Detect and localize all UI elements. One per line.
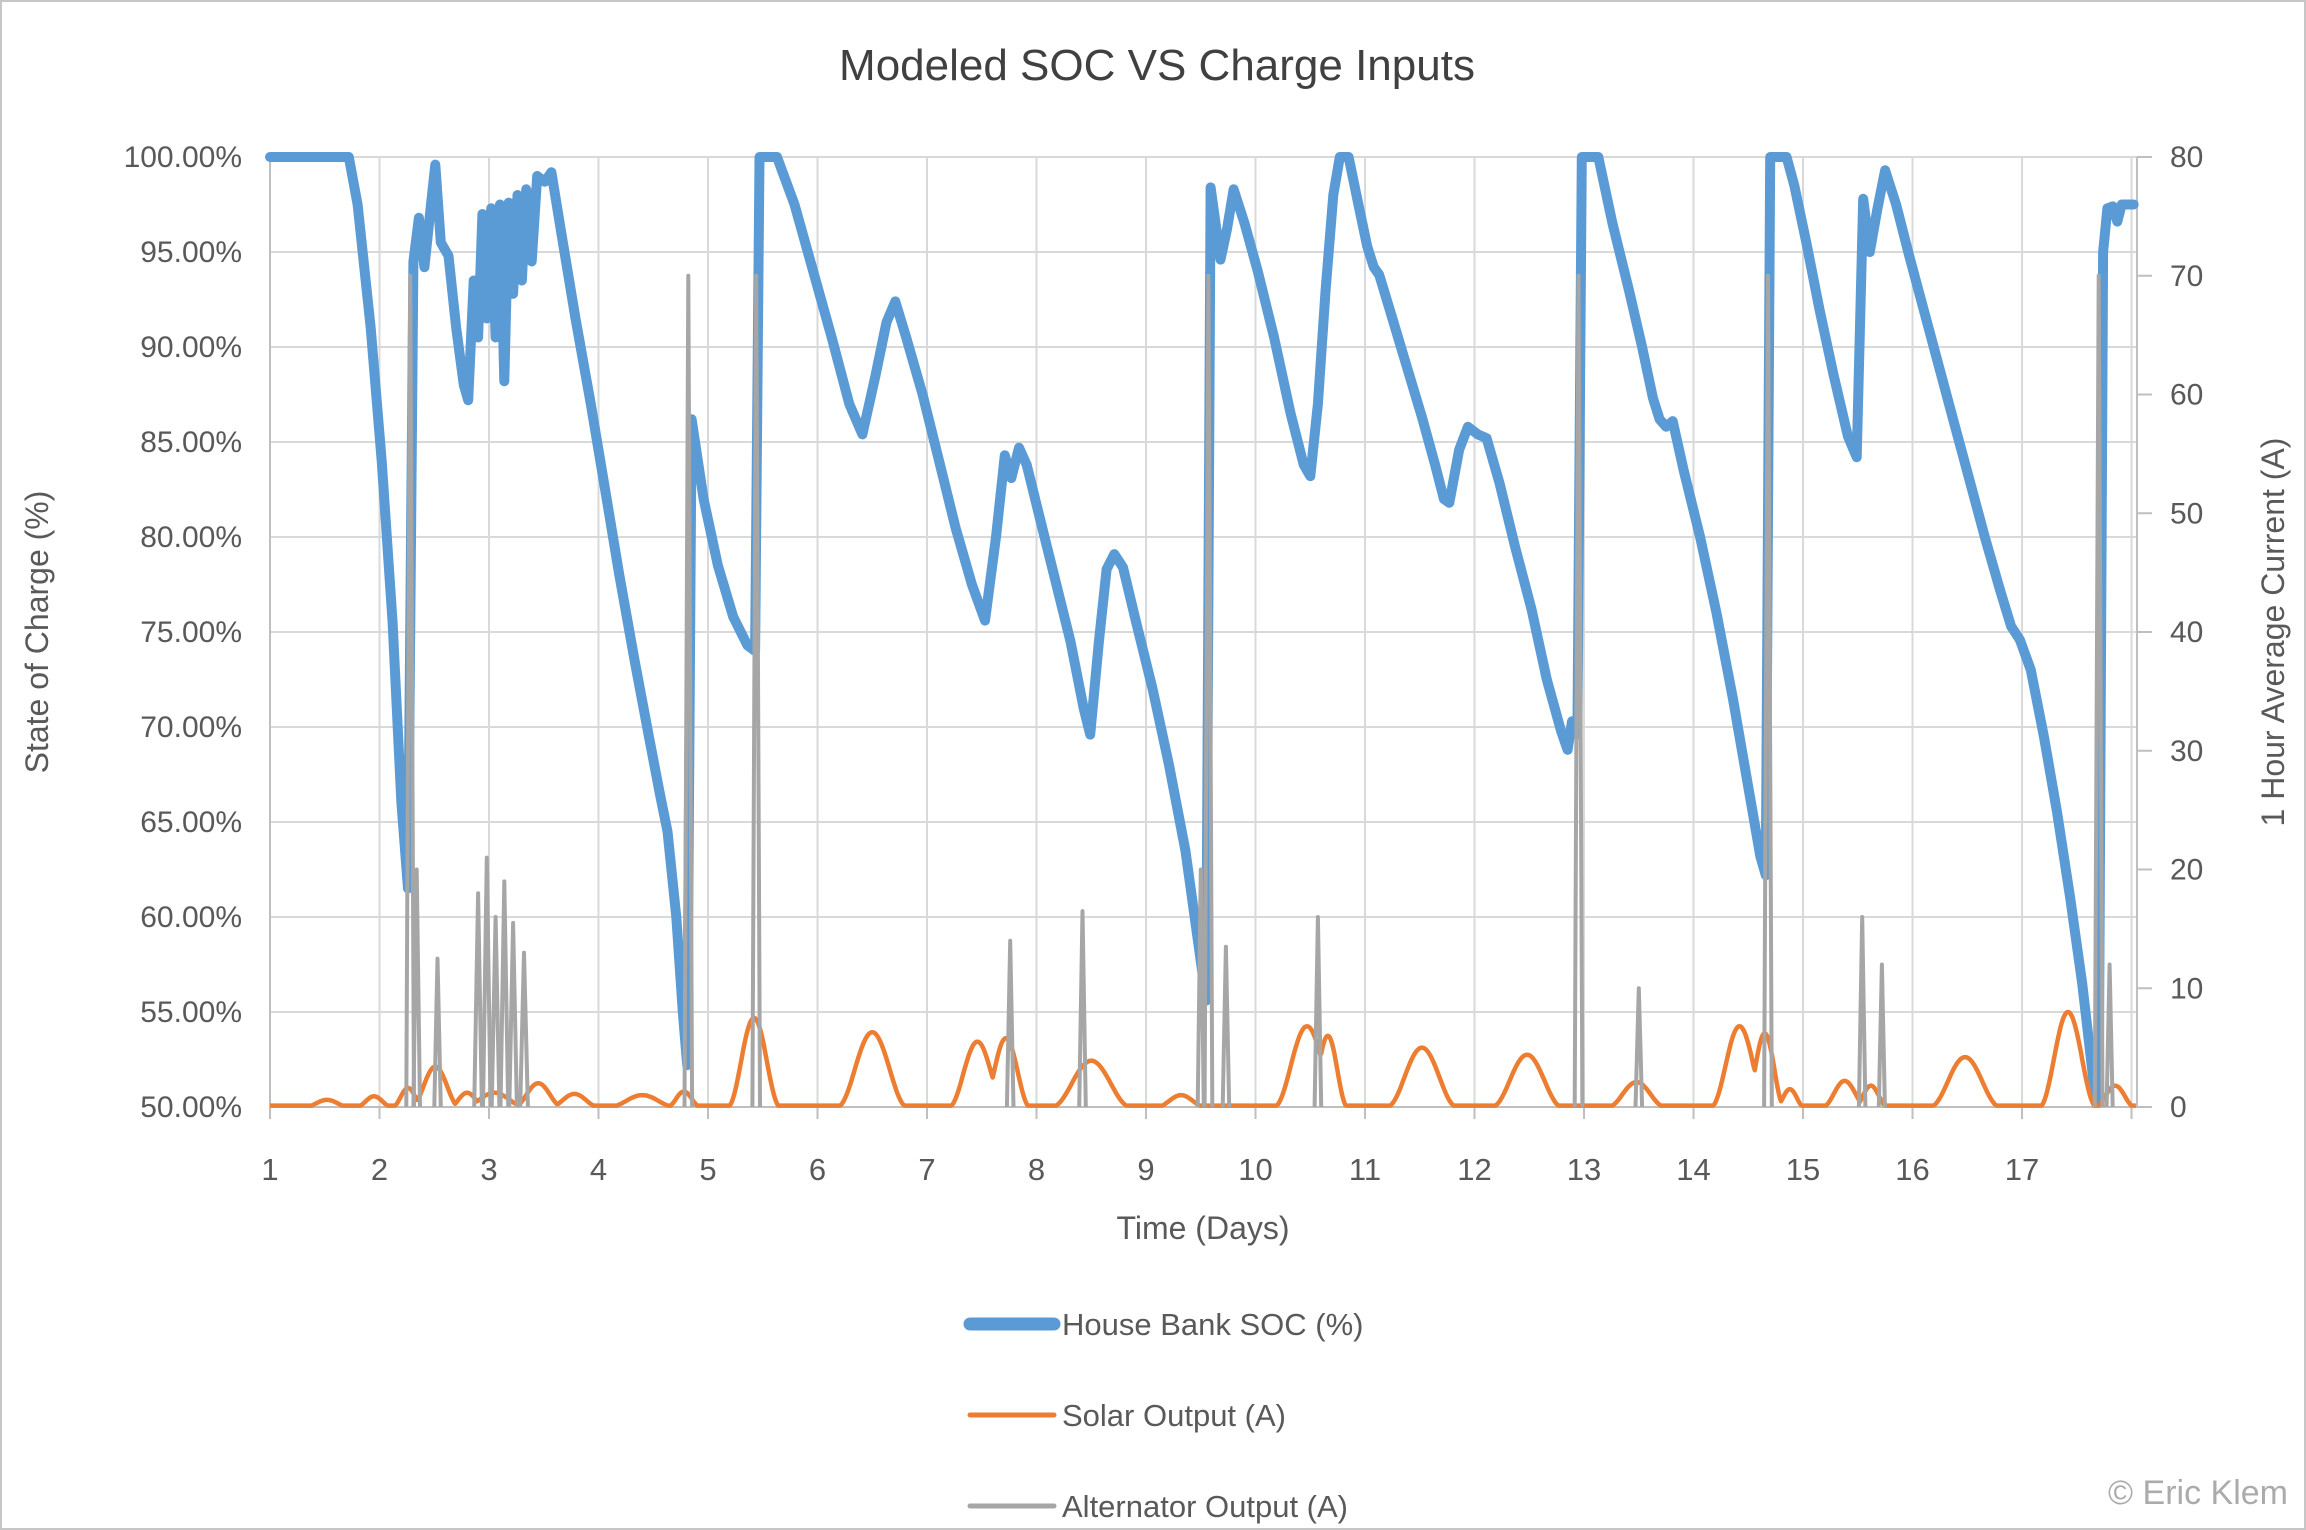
left-axis-title: State of Charge (%) [19, 491, 55, 774]
alternator-output-spike [498, 879, 511, 1108]
alternator-output-spike [1077, 909, 1088, 1108]
legend-label: Alternator Output (A) [1062, 1489, 1348, 1524]
right-axis-tick-label: 70 [2170, 260, 2203, 293]
x-axis-tick-label: 12 [1457, 1152, 1491, 1187]
left-axis-tick-label: 100.00% [124, 141, 242, 174]
right-axis-tick-label: 0 [2170, 1091, 2187, 1124]
x-axis-tick-label: 11 [1349, 1152, 1381, 1187]
right-axis-tick-label: 10 [2170, 972, 2203, 1005]
x-axis-tick-label: 1 [261, 1152, 278, 1187]
right-axis-title: 1 Hour Average Current (A) [2255, 438, 2291, 827]
alternator-output-spike [1202, 273, 1215, 1108]
alternator-output-spike [472, 891, 484, 1108]
alternator-output-spike [1195, 867, 1206, 1108]
right-axis-tick-label: 20 [2170, 854, 2203, 887]
legend-label: Solar Output (A) [1062, 1398, 1286, 1433]
alternator-output-spike [1876, 962, 1887, 1108]
x-axis-tick-label: 17 [2005, 1152, 2039, 1187]
alternator-output-spike [1004, 938, 1016, 1108]
x-axis-tick-label: 5 [699, 1152, 716, 1187]
right-axis-tick-label: 30 [2170, 735, 2203, 768]
alternator-output-spike [682, 273, 695, 1108]
x-axis-tick-label: 13 [1567, 1152, 1601, 1187]
left-axis-tick-label: 80.00% [140, 521, 242, 554]
left-axis-tick-label: 85.00% [140, 426, 242, 459]
alternator-output-spike [432, 956, 443, 1108]
right-axis-tick-label: 50 [2170, 497, 2203, 530]
x-axis-tick-label: 9 [1137, 1152, 1154, 1187]
alternator-output-spike [507, 920, 519, 1108]
x-axis-tick-label: 4 [590, 1152, 607, 1187]
alternator-output-spike [481, 855, 493, 1108]
x-axis-tick-label: 7 [918, 1152, 935, 1187]
gridlines [270, 156, 2137, 1108]
x-axis-title: Time (Days) [1116, 1210, 1289, 1246]
alternator-output-spike [1572, 273, 1585, 1108]
legend-item: Alternator Output (A) [967, 1489, 1348, 1524]
x-axis-tick-label: 3 [480, 1152, 497, 1187]
left-axis-tick-label: 75.00% [140, 616, 242, 649]
alternator-output-spike [1633, 986, 1645, 1108]
right-axis-tick-label: 80 [2170, 141, 2203, 174]
x-axis-tick-label: 10 [1238, 1152, 1272, 1187]
x-axis-tick-label: 14 [1676, 1152, 1710, 1187]
alternator-output-spike [1220, 944, 1232, 1108]
left-axis-tick-label: 55.00% [140, 996, 242, 1029]
x-axis-tick-label: 6 [809, 1152, 826, 1187]
alternator-output-spike [1312, 915, 1324, 1108]
alternator-output-spike [2092, 273, 2105, 1108]
legend-item: House Bank SOC (%) [963, 1307, 1364, 1342]
chart-title: Modeled SOC VS Charge Inputs [839, 41, 1475, 90]
alternator-output-spike [750, 273, 762, 1108]
left-axis-tick-label: 60.00% [140, 901, 242, 934]
copyright-watermark: © Eric Klem [2108, 1474, 2288, 1512]
legend-label: House Bank SOC (%) [1062, 1307, 1364, 1342]
x-axis-tick-label: 8 [1028, 1152, 1045, 1187]
left-axis-tick-label: 65.00% [140, 806, 242, 839]
x-axis-tick-label: 15 [1786, 1152, 1820, 1187]
alternator-output-spike [1856, 915, 1868, 1108]
left-axis-tick-label: 90.00% [140, 331, 242, 364]
legend-item: Solar Output (A) [967, 1398, 1286, 1433]
left-axis-tick-label: 70.00% [140, 711, 242, 744]
tick-labels: 100.00% 95.00% 90.00% 85.00% 80.00% 75.00% 70.… [124, 141, 2204, 1187]
legend: House Bank SOC (%) Solar Output (A) Altern… [963, 1307, 1364, 1524]
left-axis-tick-label: 50.00% [140, 1091, 242, 1124]
alternator-output-spike [518, 950, 530, 1108]
alternator-output-spike [2104, 962, 2115, 1108]
alternator-output-spike [1762, 273, 1774, 1108]
x-axis-tick-label: 2 [371, 1152, 388, 1187]
alternator-output-spike [411, 867, 422, 1108]
series-lines [265, 152, 2139, 1108]
alternator-output-spike [404, 273, 416, 1108]
left-axis-tick-label: 95.00% [140, 236, 242, 269]
right-axis-tick-label: 40 [2170, 616, 2203, 649]
right-axis-tick-label: 60 [2170, 379, 2203, 412]
x-axis-tick-label: 16 [1895, 1152, 1929, 1187]
alternator-output-spike [489, 915, 502, 1108]
